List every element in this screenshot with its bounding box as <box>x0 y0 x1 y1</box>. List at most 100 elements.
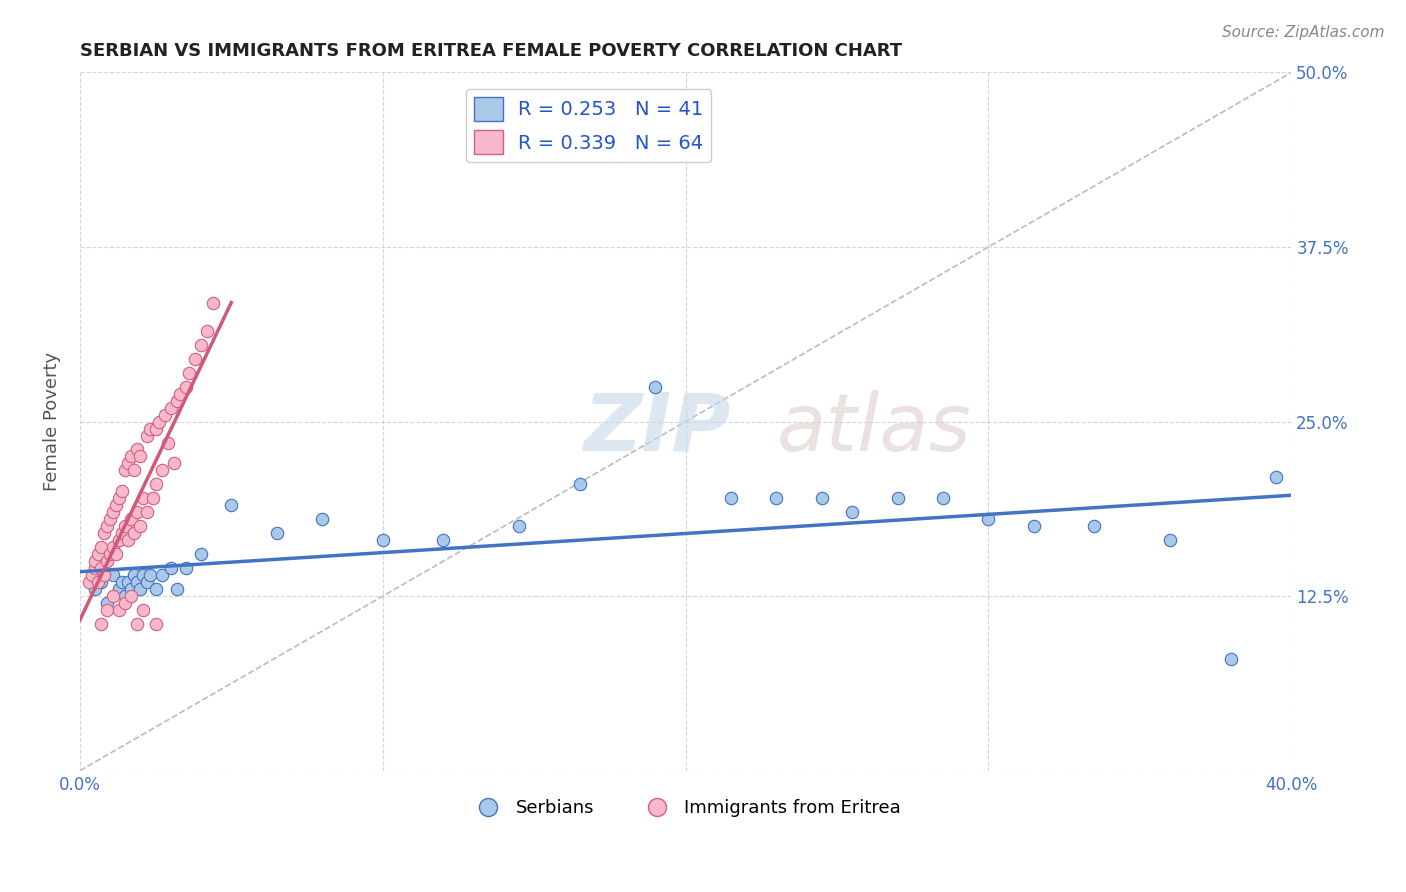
Point <box>169 386 191 401</box>
Point <box>142 491 165 506</box>
Point <box>1265 470 1288 484</box>
Y-axis label: Female Poverty: Female Poverty <box>44 352 60 491</box>
Point <box>96 554 118 568</box>
Point <box>103 568 125 582</box>
Point <box>159 401 181 415</box>
Point <box>98 547 121 561</box>
Point <box>174 561 197 575</box>
Point <box>108 491 131 506</box>
Point <box>174 379 197 393</box>
Point <box>977 512 1000 526</box>
Point <box>1219 652 1241 666</box>
Point <box>87 547 110 561</box>
Point <box>932 491 955 506</box>
Point <box>886 491 908 506</box>
Point <box>127 617 149 632</box>
Point <box>103 589 125 603</box>
Legend: Serbians, Immigrants from Eritrea: Serbians, Immigrants from Eritrea <box>463 792 908 824</box>
Point <box>108 582 131 596</box>
Point <box>177 366 200 380</box>
Point <box>132 568 155 582</box>
Point <box>163 457 186 471</box>
Point <box>145 421 167 435</box>
Point <box>159 561 181 575</box>
Text: Source: ZipAtlas.com: Source: ZipAtlas.com <box>1222 25 1385 40</box>
Point <box>90 541 112 555</box>
Point <box>1022 519 1045 533</box>
Point <box>202 296 225 310</box>
Point <box>132 603 155 617</box>
Point <box>568 477 591 491</box>
Point <box>108 603 131 617</box>
Point <box>84 561 107 575</box>
Point <box>124 463 146 477</box>
Point <box>84 554 107 568</box>
Text: atlas: atlas <box>776 390 972 467</box>
Point <box>96 596 118 610</box>
Point <box>153 408 176 422</box>
Point <box>811 491 834 506</box>
Point <box>90 617 112 632</box>
Point <box>148 415 170 429</box>
Point <box>1159 533 1181 548</box>
Point <box>124 568 146 582</box>
Point <box>150 463 173 477</box>
Point <box>135 428 157 442</box>
Point <box>432 533 454 548</box>
Point <box>117 575 139 590</box>
Point <box>127 575 149 590</box>
Point <box>132 491 155 506</box>
Point <box>117 533 139 548</box>
Point <box>644 379 666 393</box>
Point <box>98 512 121 526</box>
Point <box>114 589 136 603</box>
Point <box>103 505 125 519</box>
Point <box>138 568 160 582</box>
Point <box>96 519 118 533</box>
Point <box>117 457 139 471</box>
Point <box>120 512 142 526</box>
Point <box>190 547 212 561</box>
Point <box>765 491 787 506</box>
Text: ZIP: ZIP <box>582 390 730 467</box>
Point <box>184 351 207 366</box>
Point <box>96 603 118 617</box>
Point <box>90 575 112 590</box>
Point <box>111 575 134 590</box>
Point <box>84 582 107 596</box>
Point <box>120 582 142 596</box>
Point <box>1083 519 1105 533</box>
Point <box>114 596 136 610</box>
Text: SERBIAN VS IMMIGRANTS FROM ERITREA FEMALE POVERTY CORRELATION CHART: SERBIAN VS IMMIGRANTS FROM ERITREA FEMAL… <box>80 42 903 60</box>
Point <box>841 505 863 519</box>
Point <box>114 519 136 533</box>
Point <box>105 547 128 561</box>
Point <box>166 582 188 596</box>
Point <box>124 526 146 541</box>
Point <box>150 568 173 582</box>
Point <box>145 617 167 632</box>
Point <box>135 505 157 519</box>
Point <box>195 324 218 338</box>
Point <box>190 337 212 351</box>
Point <box>311 512 333 526</box>
Point <box>87 575 110 590</box>
Point <box>127 442 149 457</box>
Point <box>266 526 288 541</box>
Point <box>127 505 149 519</box>
Point <box>93 526 115 541</box>
Point <box>720 491 742 506</box>
Point <box>166 393 188 408</box>
Point <box>111 526 134 541</box>
Point <box>145 582 167 596</box>
Point <box>77 575 100 590</box>
Point <box>145 477 167 491</box>
Point <box>103 541 125 555</box>
Point <box>120 589 142 603</box>
Point <box>138 421 160 435</box>
Point <box>156 435 179 450</box>
Point <box>221 499 243 513</box>
Point <box>93 568 115 582</box>
Point <box>108 533 131 548</box>
Point <box>129 582 152 596</box>
